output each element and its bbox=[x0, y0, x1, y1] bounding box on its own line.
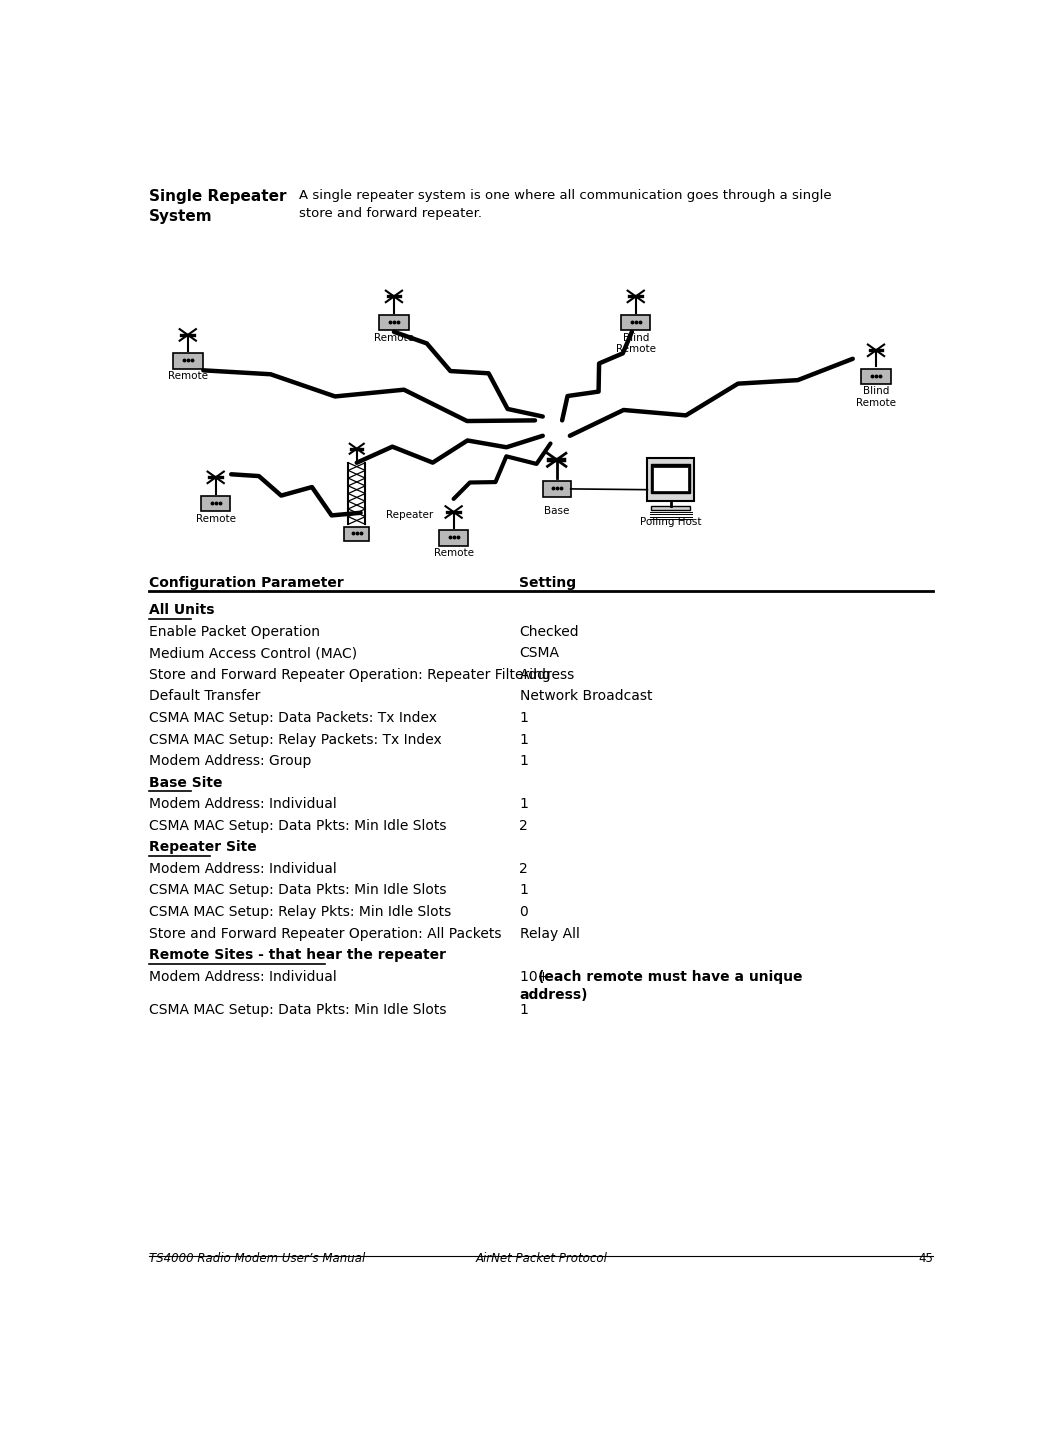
Text: Network Broadcast: Network Broadcast bbox=[520, 690, 652, 704]
Text: Remote: Remote bbox=[195, 513, 235, 523]
Text: Relay All: Relay All bbox=[520, 927, 580, 941]
FancyBboxPatch shape bbox=[654, 467, 687, 491]
Text: 1: 1 bbox=[520, 733, 528, 747]
FancyBboxPatch shape bbox=[344, 526, 370, 540]
Text: 1: 1 bbox=[520, 798, 528, 812]
Text: AirNet Packet Protocol: AirNet Packet Protocol bbox=[475, 1252, 607, 1265]
Text: Base Site: Base Site bbox=[149, 776, 223, 790]
Text: (each remote must have a unique: (each remote must have a unique bbox=[539, 970, 803, 984]
FancyBboxPatch shape bbox=[543, 481, 570, 497]
Text: CSMA MAC Setup: Data Pkts: Min Idle Slots: CSMA MAC Setup: Data Pkts: Min Idle Slot… bbox=[149, 819, 447, 833]
Text: Modem Address: Individual: Modem Address: Individual bbox=[149, 798, 337, 812]
FancyBboxPatch shape bbox=[379, 315, 409, 331]
Text: 1: 1 bbox=[520, 754, 528, 769]
Text: Remote: Remote bbox=[434, 547, 474, 558]
Text: 1: 1 bbox=[520, 884, 528, 898]
Text: 0: 0 bbox=[520, 905, 528, 920]
FancyBboxPatch shape bbox=[439, 530, 469, 546]
FancyBboxPatch shape bbox=[647, 458, 694, 502]
Text: CSMA MAC Setup: Data Pkts: Min Idle Slots: CSMA MAC Setup: Data Pkts: Min Idle Slot… bbox=[149, 884, 447, 898]
Text: 2: 2 bbox=[520, 862, 528, 877]
Text: Default Transfer: Default Transfer bbox=[149, 690, 261, 704]
Text: Enable Packet Operation: Enable Packet Operation bbox=[149, 625, 320, 639]
Text: CSMA MAC Setup: Data Pkts: Min Idle Slots: CSMA MAC Setup: Data Pkts: Min Idle Slot… bbox=[149, 1003, 447, 1017]
FancyBboxPatch shape bbox=[862, 369, 890, 384]
FancyBboxPatch shape bbox=[650, 506, 691, 510]
Text: Blind
Remote: Blind Remote bbox=[616, 332, 656, 354]
Text: CSMA MAC Setup: Relay Packets: Tx Index: CSMA MAC Setup: Relay Packets: Tx Index bbox=[149, 733, 441, 747]
Text: CSMA MAC Setup: Data Packets: Tx Index: CSMA MAC Setup: Data Packets: Tx Index bbox=[149, 711, 437, 726]
FancyBboxPatch shape bbox=[201, 496, 230, 512]
FancyBboxPatch shape bbox=[652, 464, 691, 493]
Text: address): address) bbox=[520, 989, 588, 1002]
Text: Setting: Setting bbox=[520, 576, 577, 589]
Text: Repeater: Repeater bbox=[386, 510, 433, 520]
Text: Repeater Site: Repeater Site bbox=[149, 841, 257, 855]
Text: 1: 1 bbox=[520, 1003, 528, 1017]
Text: Blind
Remote: Blind Remote bbox=[856, 387, 895, 408]
Text: 1: 1 bbox=[520, 711, 528, 726]
Text: CSMA: CSMA bbox=[520, 647, 560, 661]
Text: Remote Sites - that hear the repeater: Remote Sites - that hear the repeater bbox=[149, 948, 446, 963]
Text: 45: 45 bbox=[919, 1252, 934, 1265]
Text: All Units: All Units bbox=[149, 604, 214, 618]
Text: CSMA MAC Setup: Relay Pkts: Min Idle Slots: CSMA MAC Setup: Relay Pkts: Min Idle Slo… bbox=[149, 905, 451, 920]
Text: Base: Base bbox=[544, 506, 569, 516]
Text: Medium Access Control (MAC): Medium Access Control (MAC) bbox=[149, 647, 357, 661]
Text: Configuration Parameter: Configuration Parameter bbox=[149, 576, 344, 589]
Text: Remote: Remote bbox=[374, 332, 414, 342]
Text: 2: 2 bbox=[520, 819, 528, 833]
Text: Checked: Checked bbox=[520, 625, 579, 639]
FancyBboxPatch shape bbox=[173, 354, 203, 369]
Text: 10+: 10+ bbox=[520, 970, 553, 984]
Text: TS4000 Radio Modem User’s Manual: TS4000 Radio Modem User’s Manual bbox=[149, 1252, 365, 1265]
Text: Store and Forward Repeater Operation: Repeater Filtering: Store and Forward Repeater Operation: Re… bbox=[149, 668, 551, 683]
Text: Modem Address: Individual: Modem Address: Individual bbox=[149, 862, 337, 877]
Text: A single repeater system is one where all communication goes through a single
st: A single repeater system is one where al… bbox=[299, 190, 831, 220]
FancyBboxPatch shape bbox=[621, 315, 650, 331]
Text: Modem Address: Group: Modem Address: Group bbox=[149, 754, 312, 769]
Text: Remote: Remote bbox=[168, 371, 208, 381]
Text: Store and Forward Repeater Operation: All Packets: Store and Forward Repeater Operation: Al… bbox=[149, 927, 502, 941]
Text: Polling Host: Polling Host bbox=[640, 517, 701, 526]
Text: Address: Address bbox=[520, 668, 574, 683]
Text: Modem Address: Individual: Modem Address: Individual bbox=[149, 970, 337, 984]
Text: Single Repeater
System: Single Repeater System bbox=[149, 190, 286, 224]
